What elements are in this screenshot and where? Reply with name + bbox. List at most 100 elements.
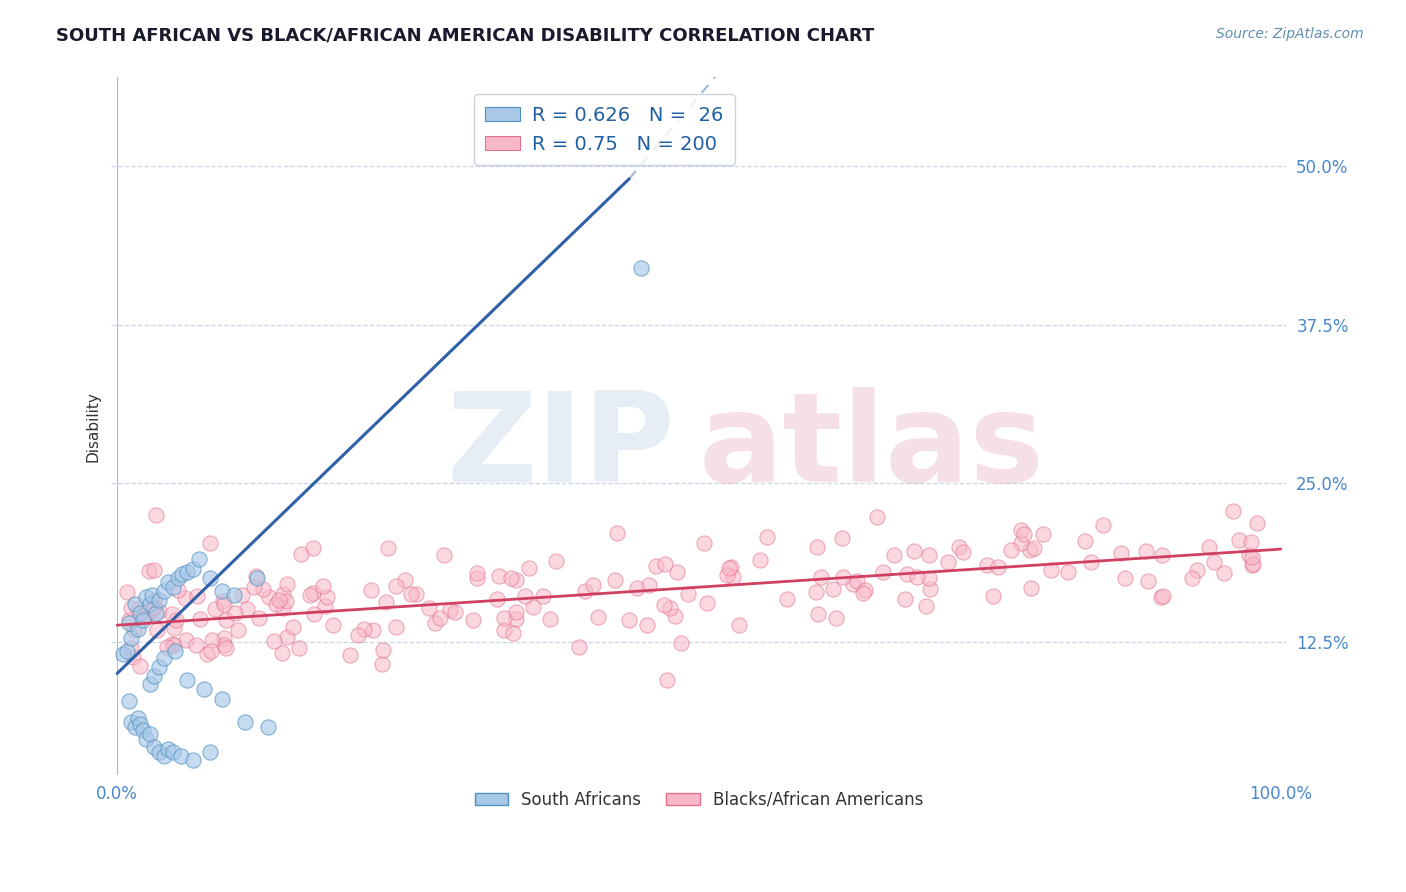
Point [1091, 518, 1114, 533]
Point [176, 673, 198, 687]
Point [1080, 555, 1102, 569]
Point [347, 628, 370, 642]
Text: SOUTH AFRICAN VS BLACK/AFRICAN AMERICAN DISABILITY CORRELATION CHART: SOUTH AFRICAN VS BLACK/AFRICAN AMERICAN … [56, 27, 875, 45]
Point [394, 573, 416, 587]
Point [132, 613, 155, 627]
Point [173, 591, 195, 605]
Point [664, 609, 686, 624]
Point [135, 607, 157, 621]
Point [118, 615, 141, 630]
Point [883, 549, 905, 563]
Point [1010, 523, 1032, 537]
Point [821, 582, 844, 596]
Point [271, 587, 294, 601]
Point [905, 569, 928, 583]
Point [669, 636, 692, 650]
Point [644, 559, 666, 574]
Point [853, 582, 876, 597]
Point [1135, 544, 1157, 558]
Point [257, 720, 280, 734]
Point [157, 575, 180, 590]
Point [1237, 549, 1260, 563]
Point [678, 587, 700, 601]
Point [129, 717, 152, 731]
Point [1018, 543, 1040, 558]
Point [214, 640, 236, 655]
Point [1010, 536, 1032, 550]
Point [1198, 541, 1220, 555]
Point [186, 589, 208, 603]
Point [283, 620, 305, 634]
Point [200, 644, 222, 658]
Point [263, 634, 285, 648]
Point [825, 611, 848, 625]
Point [806, 584, 828, 599]
Point [187, 552, 209, 566]
Point [121, 650, 143, 665]
Point [696, 596, 718, 610]
Point [517, 561, 540, 575]
Point [156, 640, 179, 654]
Point [152, 748, 174, 763]
Point [195, 647, 218, 661]
Point [936, 555, 959, 569]
Point [273, 600, 295, 615]
Point [375, 595, 398, 609]
Point [276, 577, 298, 591]
Point [128, 659, 150, 673]
Point [267, 593, 290, 607]
Point [166, 571, 188, 585]
Point [211, 691, 233, 706]
Point [544, 554, 567, 568]
Point [896, 567, 918, 582]
Point [505, 612, 527, 626]
Point [148, 745, 170, 759]
Point [212, 631, 235, 645]
Point [138, 564, 160, 578]
Point [299, 588, 322, 602]
Point [127, 622, 149, 636]
Point [322, 617, 344, 632]
Point [120, 641, 142, 656]
Point [425, 615, 447, 630]
Point [148, 660, 170, 674]
Point [665, 565, 688, 579]
Point [1150, 548, 1173, 562]
Point [157, 742, 180, 756]
Point [188, 612, 211, 626]
Point [141, 602, 163, 616]
Point [148, 604, 170, 618]
Point [215, 613, 238, 627]
Point [652, 598, 675, 612]
Point [165, 613, 187, 627]
Point [1111, 546, 1133, 560]
Point [755, 530, 778, 544]
Point [429, 610, 451, 624]
Point [129, 606, 152, 620]
Point [363, 623, 385, 637]
Point [115, 643, 138, 657]
Point [1039, 563, 1062, 577]
Point [1114, 571, 1136, 585]
Point [124, 720, 146, 734]
Point [831, 531, 853, 545]
Point [918, 571, 941, 585]
Point [1213, 566, 1236, 580]
Text: atlas: atlas [699, 386, 1045, 508]
Point [1074, 534, 1097, 549]
Point [288, 641, 311, 656]
Point [461, 613, 484, 627]
Point [135, 591, 157, 605]
Point [1241, 549, 1264, 564]
Point [845, 574, 868, 588]
Point [122, 624, 145, 638]
Point [112, 648, 135, 662]
Point [181, 753, 204, 767]
Point [148, 592, 170, 607]
Point [360, 583, 382, 598]
Text: Source: ZipAtlas.com: Source: ZipAtlas.com [1216, 27, 1364, 41]
Point [1202, 556, 1225, 570]
Point [723, 570, 745, 584]
Point [142, 593, 165, 607]
Point [486, 591, 509, 606]
